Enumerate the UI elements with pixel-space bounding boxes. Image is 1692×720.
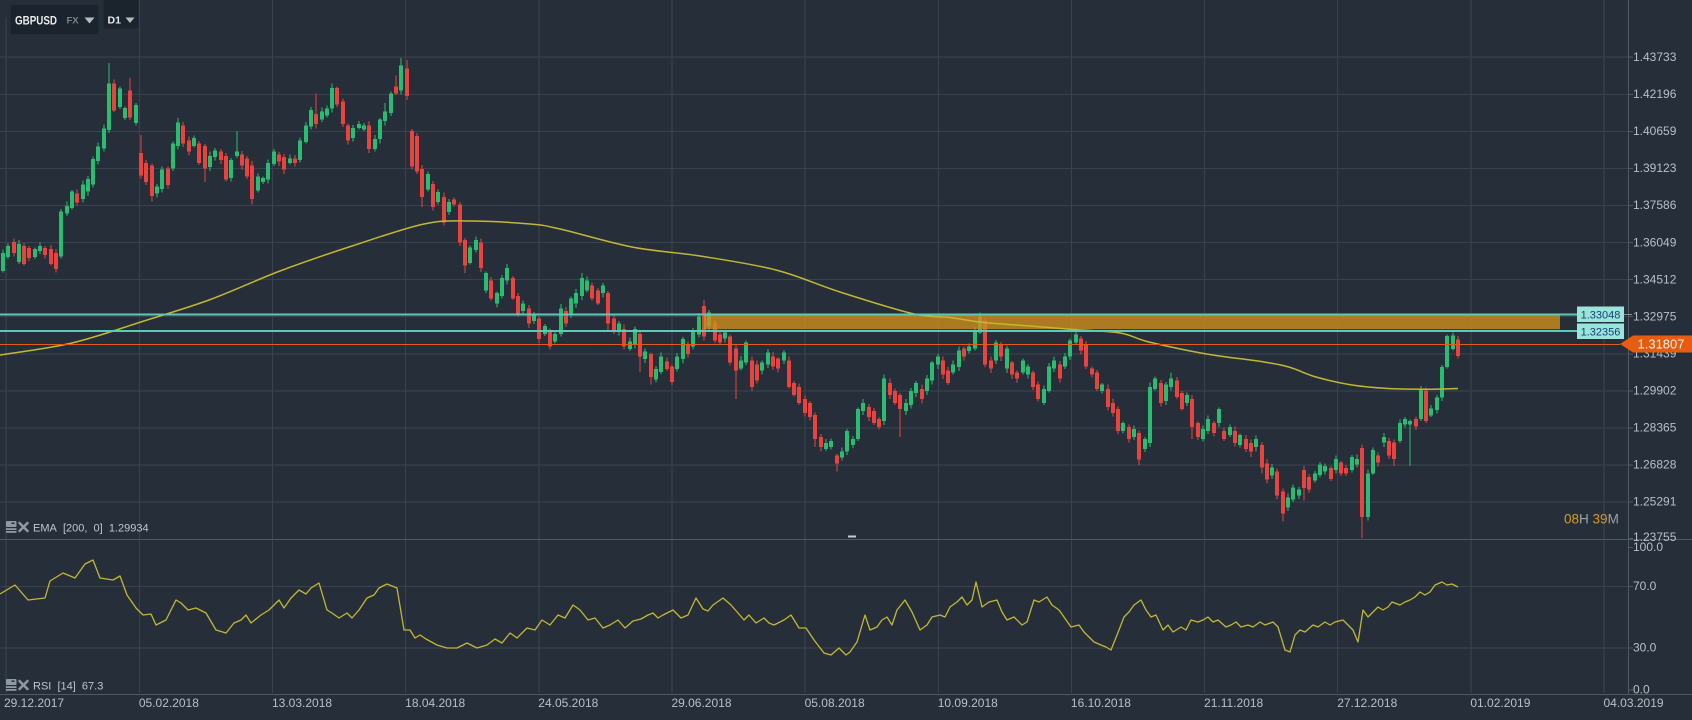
svg-text:08H 39M: 08H 39M: [1564, 512, 1619, 527]
svg-text:1.39123: 1.39123: [1633, 161, 1677, 175]
svg-text:1.43733: 1.43733: [1633, 50, 1677, 64]
svg-text:0.0: 0.0: [1633, 683, 1650, 697]
svg-text:1.42196: 1.42196: [1633, 87, 1677, 101]
svg-text:1.37586: 1.37586: [1633, 198, 1677, 212]
svg-text:10.09.2018: 10.09.2018: [938, 696, 998, 710]
svg-text:1.40659: 1.40659: [1633, 124, 1677, 138]
svg-text:1.34512: 1.34512: [1633, 272, 1677, 286]
svg-text:27.12.2018: 27.12.2018: [1337, 696, 1397, 710]
svg-text:D1: D1: [108, 15, 122, 27]
svg-text:1.32975: 1.32975: [1633, 309, 1677, 323]
svg-text:EMA [200, 0] 1.29934: EMA [200, 0] 1.29934: [33, 523, 149, 535]
svg-text:1.28365: 1.28365: [1633, 421, 1677, 435]
svg-text:1.31807: 1.31807: [1638, 337, 1685, 352]
svg-text:21.11.2018: 21.11.2018: [1204, 696, 1263, 710]
svg-text:05.08.2018: 05.08.2018: [805, 696, 865, 710]
svg-text:1.26828: 1.26828: [1633, 458, 1677, 472]
svg-text:1.23755: 1.23755: [1633, 530, 1677, 544]
svg-text:29.06.2018: 29.06.2018: [671, 696, 731, 710]
svg-text:29.12.2017: 29.12.2017: [4, 696, 64, 710]
svg-text:70.0: 70.0: [1633, 579, 1657, 593]
svg-text:01.02.2019: 01.02.2019: [1470, 696, 1530, 710]
svg-text:05.02.2018: 05.02.2018: [139, 696, 199, 710]
svg-text:16.10.2018: 16.10.2018: [1071, 696, 1131, 710]
svg-text:RSI [14] 67.3: RSI [14] 67.3: [33, 681, 103, 693]
svg-text:1.32356: 1.32356: [1581, 326, 1621, 338]
svg-text:1.29902: 1.29902: [1633, 384, 1677, 398]
svg-text:100.0: 100.0: [1633, 540, 1663, 554]
svg-text:18.04.2018: 18.04.2018: [405, 696, 465, 710]
svg-text:24.05.2018: 24.05.2018: [538, 696, 598, 710]
svg-text:1.33048: 1.33048: [1581, 309, 1621, 321]
svg-text:FX: FX: [67, 16, 80, 27]
svg-text:1.36049: 1.36049: [1633, 235, 1677, 249]
svg-text:30.0: 30.0: [1633, 641, 1657, 655]
svg-text:GBPUSD: GBPUSD: [15, 14, 57, 28]
svg-text:13.03.2018: 13.03.2018: [272, 696, 332, 710]
svg-text:1.25291: 1.25291: [1633, 495, 1677, 509]
svg-text:04.03.2019: 04.03.2019: [1604, 696, 1664, 710]
